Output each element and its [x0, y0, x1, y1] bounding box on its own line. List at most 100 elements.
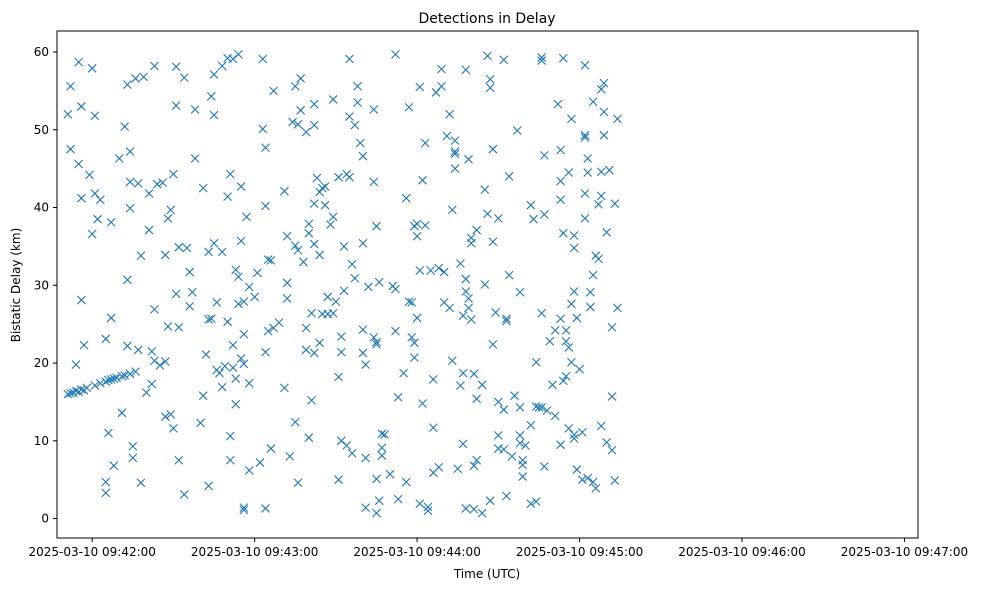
- data-point: [550, 325, 560, 335]
- data-point: [90, 111, 100, 121]
- y-tick-label: 0: [41, 512, 49, 526]
- data-point: [361, 503, 371, 513]
- data-point: [534, 402, 544, 412]
- data-point: [569, 434, 579, 443]
- x-axis-label: Time (UTC): [453, 567, 520, 581]
- data-point: [399, 368, 408, 378]
- data-point: [239, 503, 249, 513]
- data-point: [567, 299, 576, 309]
- data-point: [599, 78, 609, 88]
- data-point: [87, 63, 97, 73]
- data-point: [434, 263, 444, 273]
- data-point: [198, 391, 208, 401]
- data-point: [101, 477, 111, 487]
- data-point: [125, 369, 135, 379]
- data-point: [250, 292, 260, 302]
- data-point: [363, 282, 373, 292]
- data-point: [415, 82, 425, 92]
- data-point: [539, 210, 549, 219]
- data-point: [588, 97, 598, 107]
- data-point: [114, 154, 124, 163]
- data-point: [104, 375, 113, 385]
- data-point: [244, 465, 254, 475]
- data-point: [488, 144, 498, 154]
- data-point: [242, 212, 251, 222]
- data-point: [106, 374, 116, 384]
- x-tick-label: 2025-03-10 09:43:00: [191, 545, 318, 559]
- data-point: [212, 297, 222, 307]
- x-tick-label: 2025-03-10 09:45:00: [516, 545, 643, 559]
- data-point: [204, 247, 214, 257]
- data-point: [117, 371, 127, 381]
- data-point: [261, 201, 270, 211]
- data-point: [504, 270, 514, 280]
- data-point: [550, 411, 560, 421]
- data-point: [326, 220, 335, 230]
- data-point: [280, 186, 289, 196]
- data-point: [90, 189, 100, 198]
- data-point: [583, 473, 593, 483]
- y-tick-label: 60: [34, 45, 49, 59]
- data-point: [309, 199, 319, 209]
- data-point: [485, 83, 495, 93]
- data-point: [139, 72, 149, 82]
- data-point: [206, 314, 216, 324]
- data-point: [123, 341, 132, 351]
- data-point: [66, 388, 75, 398]
- data-point: [328, 95, 338, 104]
- data-point: [610, 199, 620, 209]
- data-point: [510, 391, 519, 401]
- data-point: [104, 428, 113, 438]
- data-point: [450, 164, 460, 174]
- data-point: [106, 217, 116, 227]
- data-point: [304, 228, 314, 238]
- data-point: [185, 301, 195, 311]
- data-point: [412, 231, 422, 241]
- data-point: [577, 427, 587, 437]
- data-point: [353, 81, 362, 91]
- data-point: [285, 451, 295, 461]
- data-point: [450, 149, 460, 159]
- data-point: [85, 170, 94, 180]
- data-point: [461, 287, 471, 296]
- data-point: [234, 49, 243, 59]
- data-point: [355, 138, 365, 148]
- data-point: [485, 496, 495, 506]
- data-point: [377, 429, 387, 439]
- data-point: [231, 374, 241, 383]
- data-point: [477, 380, 487, 390]
- data-point: [372, 474, 381, 484]
- data-point: [567, 357, 576, 367]
- data-point: [217, 61, 227, 71]
- data-point: [293, 245, 303, 255]
- data-point: [293, 478, 303, 488]
- data-point: [288, 117, 297, 127]
- data-point: [426, 266, 436, 275]
- data-point: [144, 225, 154, 235]
- data-point: [79, 340, 89, 350]
- data-point: [483, 209, 492, 219]
- data-point: [564, 423, 574, 433]
- data-point: [583, 154, 593, 163]
- data-point: [133, 345, 143, 355]
- data-point: [585, 302, 595, 312]
- data-point: [512, 126, 522, 135]
- data-point: [174, 322, 184, 332]
- data-point: [493, 430, 503, 440]
- data-point: [220, 361, 230, 371]
- data-point: [480, 185, 490, 195]
- data-point: [539, 462, 549, 471]
- data-point: [206, 91, 216, 101]
- data-point: [190, 154, 200, 163]
- data-point: [231, 399, 241, 409]
- data-point: [163, 214, 173, 223]
- data-point: [236, 236, 246, 246]
- data-point: [174, 455, 184, 465]
- data-point: [171, 101, 181, 111]
- data-point: [304, 433, 314, 443]
- data-point: [266, 256, 276, 265]
- data-point: [323, 292, 333, 302]
- data-point: [401, 477, 411, 487]
- data-point: [361, 453, 371, 463]
- data-point: [572, 465, 582, 474]
